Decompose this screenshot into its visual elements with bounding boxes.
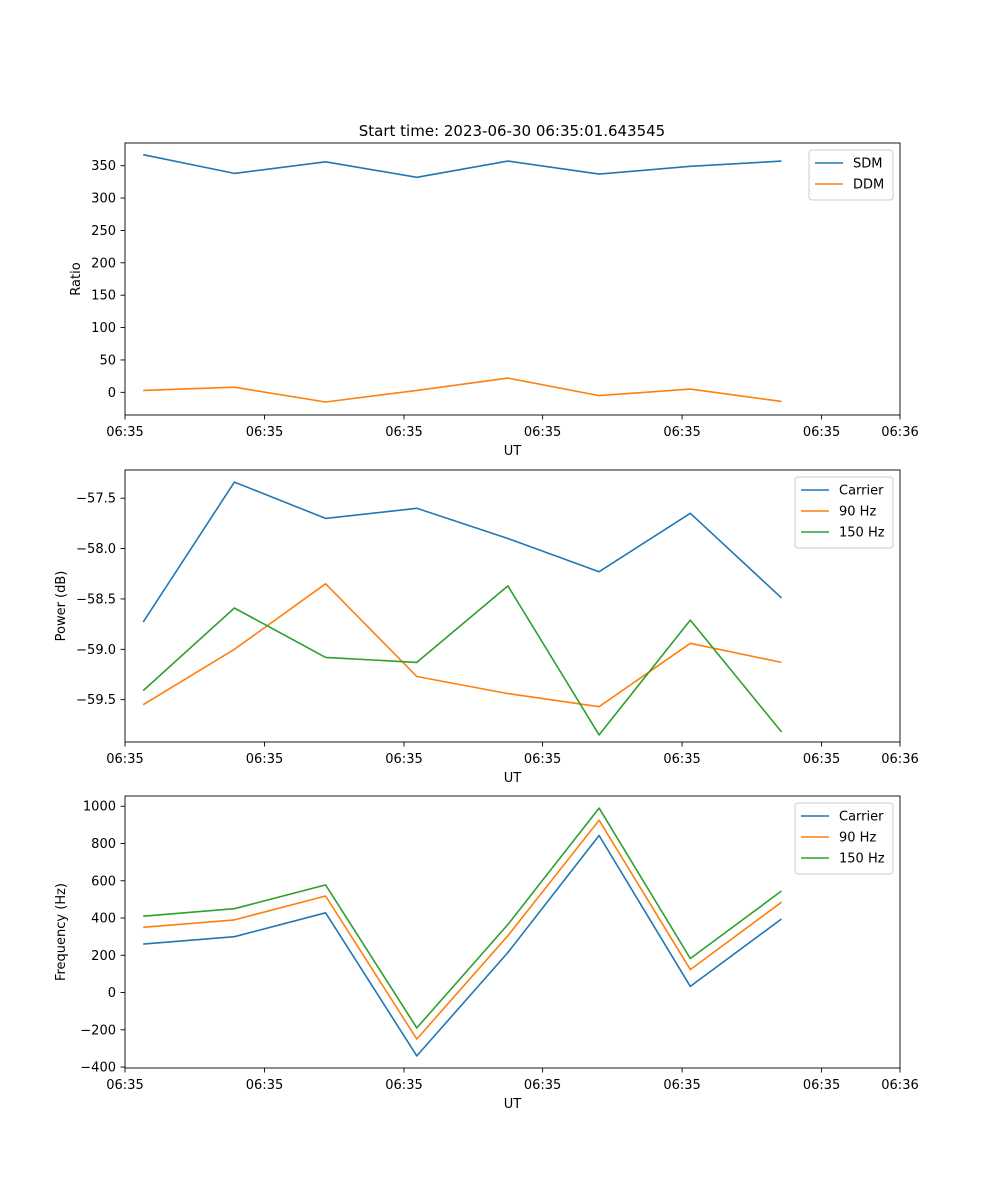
series-line-carrier xyxy=(142,481,783,623)
x-tick-label: 06:35 xyxy=(385,425,422,440)
x-tick-label: 06:35 xyxy=(663,752,700,767)
x-tick-label: 06:35 xyxy=(106,425,143,440)
x-tick-label: 06:35 xyxy=(246,425,283,440)
x-tick-label: 06:36 xyxy=(881,752,918,767)
y-tick-label: 1000 xyxy=(83,800,116,815)
x-tick-label: 06:35 xyxy=(524,1078,561,1093)
y-tick-label: −59.5 xyxy=(76,693,116,708)
y-tick-label: 200 xyxy=(91,949,116,964)
x-axis-label: UT xyxy=(504,1097,522,1112)
legend-label: 90 Hz xyxy=(839,505,876,520)
series-line-sdm xyxy=(143,153,782,179)
x-tick-label: 06:35 xyxy=(524,752,561,767)
x-tick-label: 06:35 xyxy=(385,1078,422,1093)
legend-label: 150 Hz xyxy=(839,852,885,867)
figure-title: Start time: 2023-06-30 06:35:01.643545 xyxy=(359,122,665,140)
legend-label: Carrier xyxy=(839,484,884,499)
y-tick-label: 200 xyxy=(91,256,116,271)
axes-frame xyxy=(124,469,901,743)
axes-frame xyxy=(124,142,901,416)
y-tick-label: 0 xyxy=(108,386,116,401)
legend-label: 150 Hz xyxy=(839,526,885,541)
legend-frame xyxy=(794,802,894,875)
legend: Carrier 90 Hz 150 Hz xyxy=(794,802,894,875)
y-tick-label: 800 xyxy=(91,837,116,852)
series-line-ddm xyxy=(143,377,782,403)
x-tick-label: 06:35 xyxy=(246,1078,283,1093)
series-line-150-hz xyxy=(142,585,783,736)
x-tick-label: 06:35 xyxy=(106,752,143,767)
y-tick-label: 150 xyxy=(91,289,116,304)
y-tick-label: −58.5 xyxy=(76,592,116,607)
y-tick-label: 100 xyxy=(91,321,116,336)
axes-frame xyxy=(124,795,901,1069)
legend: Carrier 90 Hz 150 Hz xyxy=(794,476,894,549)
subplot-1: 06:35 06:35 06:35 06:35 06:35 06:35 06:36 0 50 10… xyxy=(69,142,919,459)
y-tick-label: 50 xyxy=(99,353,116,368)
y-tick-label: 300 xyxy=(91,192,116,207)
y-axis-label: Power (dB) xyxy=(54,571,69,642)
x-tick-label: 06:36 xyxy=(881,425,918,440)
series-line-carrier xyxy=(143,834,782,1057)
x-axis-label: UT xyxy=(504,444,522,459)
x-axis-label: UT xyxy=(504,771,522,786)
x-tick-label: 06:36 xyxy=(881,1078,918,1093)
x-tick-label: 06:35 xyxy=(663,425,700,440)
series-line-90-hz xyxy=(142,582,782,708)
y-tick-label: −59.0 xyxy=(76,643,116,658)
legend-label: DDM xyxy=(853,178,884,193)
y-tick-label: 350 xyxy=(91,159,116,174)
y-axis-label: Ratio xyxy=(69,262,84,295)
y-tick-label: −200 xyxy=(80,1023,116,1038)
legend-label: SDM xyxy=(853,157,882,172)
y-tick-label: 0 xyxy=(108,986,116,1001)
x-tick-label: 06:35 xyxy=(106,1078,143,1093)
x-tick-label: 06:35 xyxy=(803,752,840,767)
x-tick-label: 06:35 xyxy=(385,752,422,767)
y-tick-label: 250 xyxy=(91,224,116,239)
y-tick-label: −400 xyxy=(80,1061,116,1076)
x-tick-label: 06:35 xyxy=(803,1078,840,1093)
legend: SDM DDM xyxy=(808,149,894,201)
x-tick-label: 06:35 xyxy=(803,425,840,440)
y-tick-label: 600 xyxy=(91,874,116,889)
x-tick-label: 06:35 xyxy=(246,752,283,767)
legend-label: 90 Hz xyxy=(839,831,876,846)
y-tick-label: 400 xyxy=(91,912,116,927)
x-tick-label: 06:35 xyxy=(524,425,561,440)
y-axis-label: Frequency (Hz) xyxy=(54,883,69,981)
y-tick-label: −58.0 xyxy=(76,542,116,557)
subplot-2: 06:35 06:35 06:35 06:35 06:35 06:35 06:36 −59.5… xyxy=(54,469,919,786)
y-tick-label: −57.5 xyxy=(76,492,116,507)
series-line-90-hz xyxy=(143,819,782,1040)
subplot-3: 06:35 06:35 06:35 06:35 06:35 06:35 06:36 −400 −… xyxy=(54,795,919,1112)
legend-frame xyxy=(794,476,894,549)
legend-label: Carrier xyxy=(839,810,884,825)
x-tick-label: 06:35 xyxy=(663,1078,700,1093)
subplots: 06:35 06:35 06:35 06:35 06:35 06:35 06:36 0 50 10… xyxy=(54,142,919,1112)
series-line-150-hz xyxy=(143,807,782,1029)
